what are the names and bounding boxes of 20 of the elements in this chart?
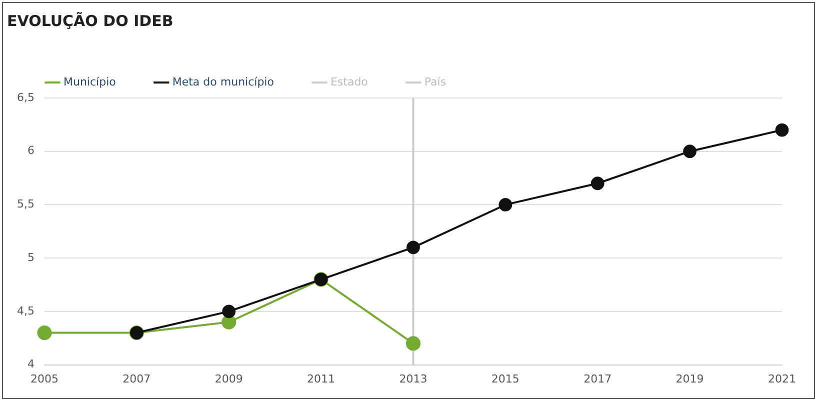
legend-label: Meta do município [172, 75, 274, 88]
y-tick-label: 5 [27, 250, 34, 264]
y-tick-label: 4,5 [16, 304, 34, 318]
x-tick-label: 2017 [584, 372, 612, 386]
x-tick-label: 2021 [768, 372, 796, 386]
legend-label: Município [64, 75, 116, 88]
x-tick-label: 2019 [676, 372, 704, 386]
x-tick-label: 2013 [399, 372, 428, 386]
x-tick-label: 2009 [214, 372, 243, 386]
x-tick-label: 2015 [491, 372, 520, 386]
y-tick-label: 4 [27, 358, 34, 371]
x-tick-label: 2005 [30, 372, 58, 386]
x-tick-label: 2007 [122, 372, 151, 386]
x-tick-label: 2011 [307, 372, 336, 386]
y-tick-label: 6,5 [16, 90, 34, 104]
legend-label: Estado [330, 75, 368, 88]
y-tick-label: 5,5 [16, 198, 34, 211]
chart-title: EVOLUÇÃO DO IDEB [7, 12, 174, 30]
legend-label: País [424, 75, 446, 88]
y-tick-label: 6 [27, 144, 34, 158]
